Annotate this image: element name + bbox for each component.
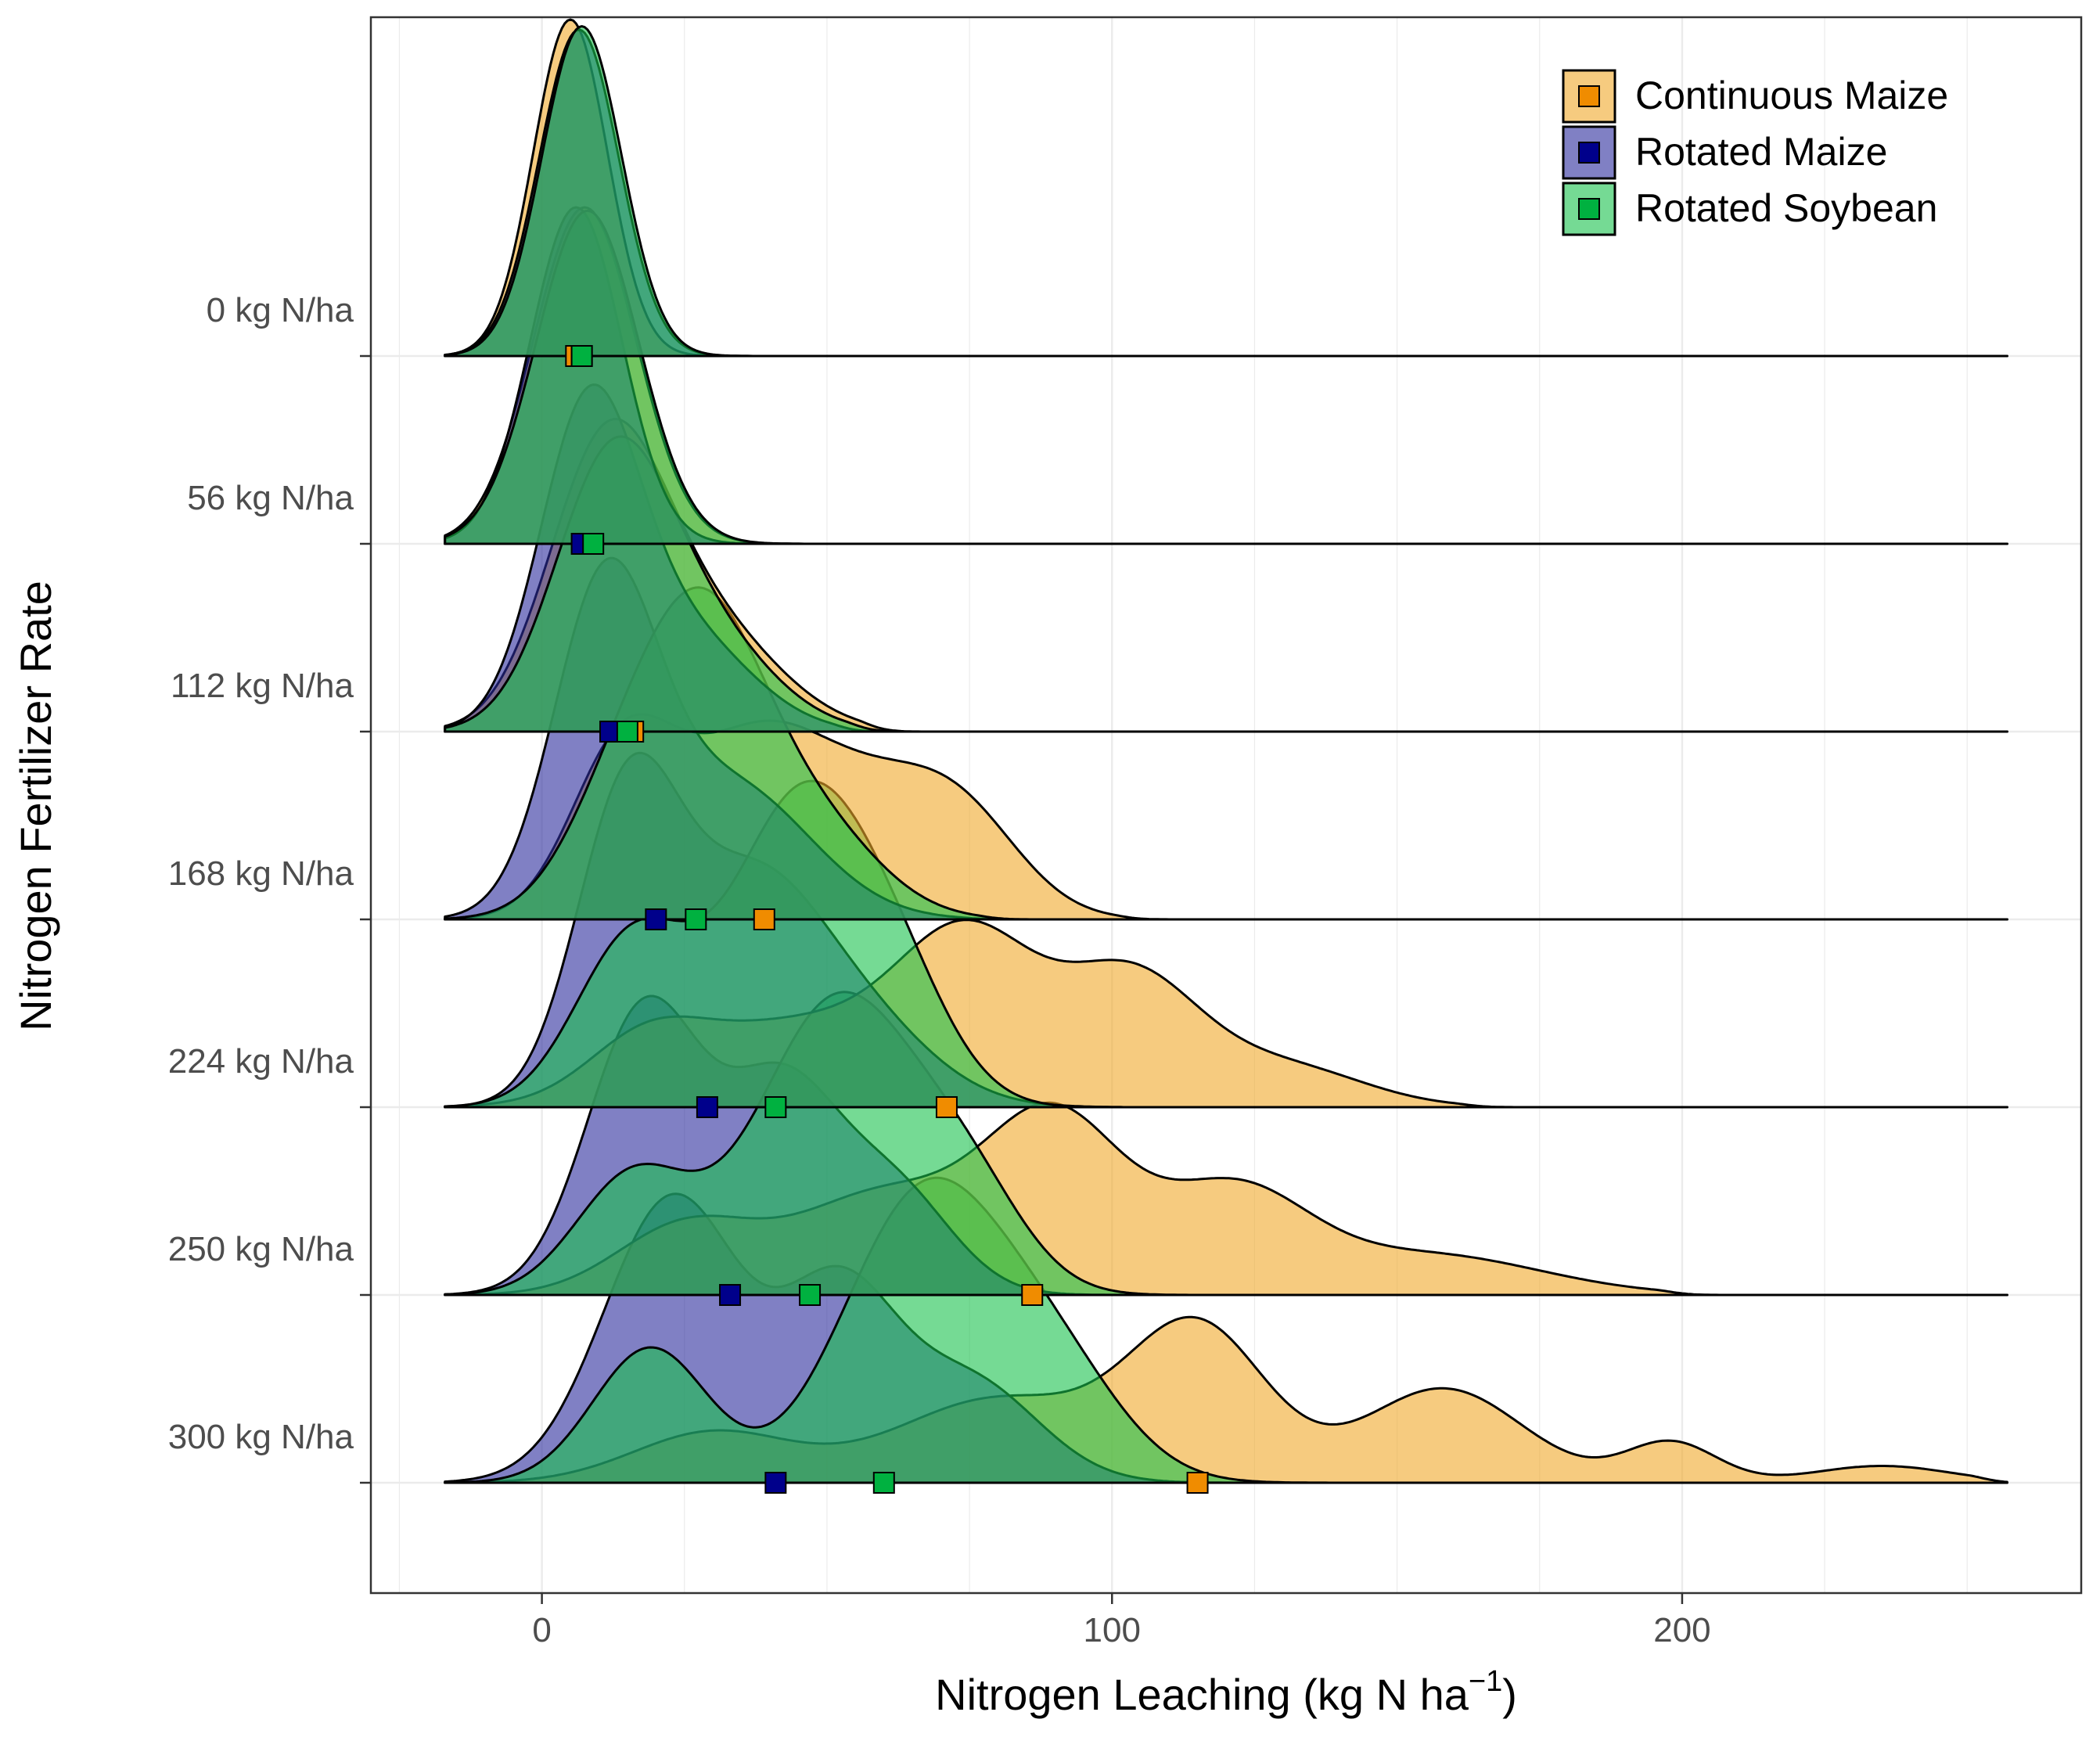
median-marker-rotated-soybean-168-kg-n-ha — [685, 908, 707, 930]
legend: Continuous Maize Rotated Maize Rotated Soy… — [1562, 69, 1948, 236]
legend-marker — [1578, 85, 1600, 107]
y-tick-label: 0 kg N/ha — [207, 291, 354, 329]
y-tick-label: 224 kg N/ha — [168, 1042, 354, 1081]
x-tick-label: 200 — [1653, 1611, 1710, 1649]
y-tick-label: 300 kg N/ha — [168, 1418, 354, 1456]
median-marker-rotated-soybean-56-kg-n-ha — [582, 533, 605, 555]
median-marker-rotated-maize-224-kg-n-ha — [696, 1096, 718, 1118]
ridge-0-kg-n-ha — [444, 18, 2008, 358]
y-axis: 0 kg N/ha 56 kg N/ha 112 kg N/ha 168 kg N/h… — [168, 291, 371, 1484]
ridge-300-kg-n-ha — [444, 1176, 2008, 1484]
density-rotated-soybean-300-kg-n-ha — [444, 1176, 2008, 1484]
median-marker-rotated-soybean-112-kg-n-ha — [616, 721, 638, 743]
median-marker-rotated-soybean-224-kg-n-ha — [764, 1096, 787, 1118]
y-tick-label: 56 kg N/ha — [187, 479, 354, 517]
x-tick-label: 0 — [532, 1611, 551, 1649]
median-marker-continuous-maize-250-kg-n-ha — [1021, 1284, 1044, 1306]
density-rotated-soybean-0-kg-n-ha — [444, 25, 2008, 358]
legend-label: Rotated Soybean — [1635, 186, 1937, 230]
x-axis-title-main: Nitrogen Leaching (kg N ha — [935, 1670, 1469, 1719]
y-tick-label: 112 kg N/ha — [171, 667, 354, 705]
legend-item-rotated-maize: Rotated Maize — [1562, 125, 1887, 180]
x-axis-title-superscript: −1 — [1469, 1665, 1502, 1698]
ridges — [444, 18, 2008, 1484]
legend-label: Rotated Maize — [1635, 130, 1887, 174]
legend-key — [1562, 69, 1616, 124]
median-marker-continuous-maize-300-kg-n-ha — [1186, 1472, 1209, 1494]
median-marker-rotated-maize-250-kg-n-ha — [719, 1284, 742, 1306]
legend-marker — [1578, 142, 1600, 164]
plot-border — [369, 16, 2083, 1595]
y-tick-label: 250 kg N/ha — [168, 1230, 354, 1268]
x-axis-title: Nitrogen Leaching (kg N ha−1) — [935, 1665, 1517, 1719]
y-tick-label: 168 kg N/ha — [168, 854, 354, 893]
median-marker-rotated-maize-300-kg-n-ha — [764, 1472, 787, 1494]
x-axis-title-suffix: ) — [1502, 1670, 1517, 1719]
x-axis: 0 100 200 — [532, 1593, 1711, 1649]
legend-marker — [1578, 198, 1600, 220]
median-marker-continuous-maize-168-kg-n-ha — [753, 908, 775, 930]
legend-item-continuous-maize: Continuous Maize — [1562, 69, 1948, 124]
median-markers — [565, 345, 1209, 1494]
legend-item-rotated-soybean: Rotated Soybean — [1562, 182, 1937, 236]
median-marker-rotated-soybean-250-kg-n-ha — [799, 1284, 822, 1306]
legend-label: Continuous Maize — [1635, 74, 1948, 117]
y-axis-title: Nitrogen Fertilizer Rate — [11, 581, 60, 1031]
median-marker-continuous-maize-224-kg-n-ha — [935, 1096, 958, 1118]
x-tick-label: 100 — [1084, 1611, 1141, 1649]
median-marker-rotated-maize-168-kg-n-ha — [645, 908, 667, 930]
median-marker-rotated-soybean-300-kg-n-ha — [872, 1472, 895, 1494]
median-marker-rotated-soybean-0-kg-n-ha — [570, 345, 593, 367]
